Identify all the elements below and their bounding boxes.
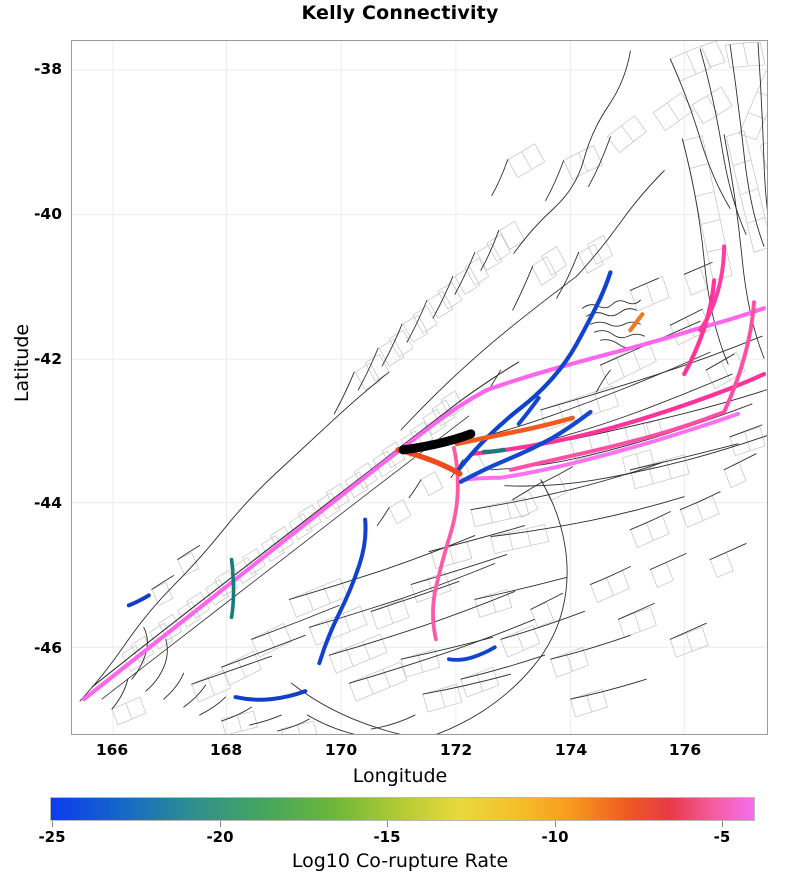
grid-lines <box>72 41 767 734</box>
co-rupture-pink-2b <box>722 300 757 414</box>
co-rupture-blue-1 <box>454 270 613 474</box>
colorbar-tick-5 <box>722 821 723 827</box>
co-rupture-orange-3 <box>628 312 645 333</box>
x-tick-170: 170 <box>324 741 358 759</box>
colorbar-tick-10 <box>555 821 556 827</box>
colorbar-tick-20 <box>220 821 221 827</box>
y-tick-38: -38 <box>33 60 62 78</box>
co-rupture-magenta-1 <box>81 387 489 702</box>
colorbar-label-20: -20 <box>206 828 234 846</box>
x-tick-168: 168 <box>209 741 243 759</box>
co-rupture-orange-2 <box>454 415 575 447</box>
colorbar[interactable]: -25 -20 -15 -10 -5 Log10 Co-rupture Rate <box>0 797 800 883</box>
y-axis-label: Latitude <box>11 323 33 403</box>
colorbar-label-15: -15 <box>373 828 401 846</box>
colorbar-axis-label: Log10 Co-rupture Rate <box>291 850 509 872</box>
x-tick-174: 174 <box>554 741 588 759</box>
co-rupture-teal-1 <box>481 447 506 454</box>
y-tick-46: -46 <box>33 639 62 657</box>
colorbar-label-5: -5 <box>713 828 731 846</box>
page-title: Kelly Connectivity <box>301 2 499 24</box>
co-rupture-pink-1 <box>470 371 767 456</box>
colorbar-tick-25 <box>52 821 53 827</box>
y-tick-44: -44 <box>33 494 62 512</box>
y-tick-42: -42 <box>33 350 62 368</box>
co-rupture-blue-2b <box>516 395 541 426</box>
co-rupture-magenta-2 <box>498 411 741 480</box>
x-tick-172: 172 <box>439 741 473 759</box>
co-rupture-blue-5 <box>126 593 151 608</box>
fault-surface-projection-layer <box>111 41 767 734</box>
co-rupture-pink-1b <box>682 278 717 377</box>
colorbar-tick-15 <box>387 821 388 827</box>
x-axis-label: Longitude <box>352 765 448 787</box>
colorbar-label-25: -25 <box>38 828 66 846</box>
x-tick-166: 166 <box>95 741 129 759</box>
colorbar-label-10: -10 <box>541 828 569 846</box>
co-rupture-blue-6 <box>447 645 497 662</box>
source-fault <box>398 429 476 455</box>
fault-trace-layer <box>79 42 767 734</box>
co-rupture-teal-2 <box>229 557 236 620</box>
colorbar-gradient-frame[interactable] <box>50 797 755 821</box>
y-tick-40: -40 <box>33 205 62 223</box>
co-rupture-pink-2 <box>508 409 727 472</box>
x-tick-176: 176 <box>668 741 702 759</box>
map-plot-area[interactable] <box>71 40 768 735</box>
colorbar-gradient <box>51 798 754 820</box>
co-rupture-blue-4 <box>233 689 308 702</box>
co-rupture-fault-layer <box>81 244 767 702</box>
co-rupture-pink-2c <box>698 244 727 333</box>
map-canvas <box>72 41 767 734</box>
co-rupture-blue-2 <box>458 409 593 484</box>
co-rupture-blue-3 <box>317 517 368 666</box>
co-rupture-magenta-1b <box>484 306 767 393</box>
